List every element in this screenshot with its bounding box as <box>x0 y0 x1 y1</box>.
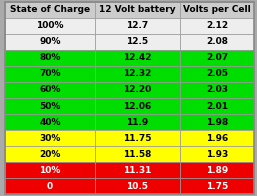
Text: 60%: 60% <box>39 85 61 94</box>
Text: 10%: 10% <box>39 166 61 174</box>
Text: 2.05: 2.05 <box>206 70 228 78</box>
Bar <box>180 130 254 146</box>
Bar <box>95 130 180 146</box>
Text: 0: 0 <box>47 181 53 191</box>
Bar <box>180 66 254 82</box>
Text: 2.03: 2.03 <box>206 85 228 94</box>
Text: 1.93: 1.93 <box>206 150 228 159</box>
Text: 12.7: 12.7 <box>126 22 148 30</box>
Bar <box>180 50 254 66</box>
Text: 2.01: 2.01 <box>206 102 228 111</box>
Bar <box>180 114 254 130</box>
Text: 2.12: 2.12 <box>206 22 228 30</box>
Text: 30%: 30% <box>39 133 61 142</box>
Bar <box>95 146 180 162</box>
Bar <box>5 178 95 194</box>
Text: 20%: 20% <box>39 150 61 159</box>
Bar <box>95 18 180 34</box>
Text: 90%: 90% <box>39 37 61 46</box>
Bar <box>5 66 95 82</box>
Bar <box>180 34 254 50</box>
Text: 12.20: 12.20 <box>123 85 151 94</box>
Text: 12 Volt battery: 12 Volt battery <box>99 5 176 15</box>
Text: 10.5: 10.5 <box>126 181 148 191</box>
Text: 80%: 80% <box>39 54 61 63</box>
Text: 12.42: 12.42 <box>123 54 152 63</box>
Bar <box>180 162 254 178</box>
Text: 1.75: 1.75 <box>206 181 228 191</box>
Bar <box>95 34 180 50</box>
Bar <box>180 98 254 114</box>
Bar <box>5 50 95 66</box>
Bar <box>5 114 95 130</box>
Text: State of Charge: State of Charge <box>10 5 90 15</box>
Text: 1.98: 1.98 <box>206 118 228 126</box>
Text: 1.89: 1.89 <box>206 166 228 174</box>
Text: 11.31: 11.31 <box>123 166 151 174</box>
Bar <box>180 2 254 18</box>
Bar <box>95 82 180 98</box>
Text: 11.9: 11.9 <box>126 118 148 126</box>
Bar <box>95 98 180 114</box>
Text: 1.96: 1.96 <box>206 133 228 142</box>
Bar <box>180 82 254 98</box>
Bar <box>5 34 95 50</box>
Bar <box>95 178 180 194</box>
Bar <box>95 66 180 82</box>
Bar <box>5 162 95 178</box>
Bar <box>180 18 254 34</box>
Text: 11.58: 11.58 <box>123 150 151 159</box>
Bar <box>5 2 95 18</box>
Bar <box>180 178 254 194</box>
Text: 12.32: 12.32 <box>123 70 151 78</box>
Bar <box>5 18 95 34</box>
Text: 40%: 40% <box>39 118 61 126</box>
Text: 50%: 50% <box>39 102 61 111</box>
Bar <box>5 130 95 146</box>
Bar <box>95 162 180 178</box>
Bar <box>5 98 95 114</box>
Bar <box>95 2 180 18</box>
Bar <box>95 50 180 66</box>
Text: Volts per Cell: Volts per Cell <box>183 5 251 15</box>
Text: 100%: 100% <box>36 22 64 30</box>
Text: 12.5: 12.5 <box>126 37 148 46</box>
Text: 12.06: 12.06 <box>123 102 151 111</box>
Bar <box>95 114 180 130</box>
Bar <box>180 146 254 162</box>
Bar <box>5 146 95 162</box>
Bar <box>5 82 95 98</box>
Text: 2.07: 2.07 <box>206 54 228 63</box>
Text: 2.08: 2.08 <box>206 37 228 46</box>
Text: 70%: 70% <box>39 70 61 78</box>
Text: 11.75: 11.75 <box>123 133 152 142</box>
